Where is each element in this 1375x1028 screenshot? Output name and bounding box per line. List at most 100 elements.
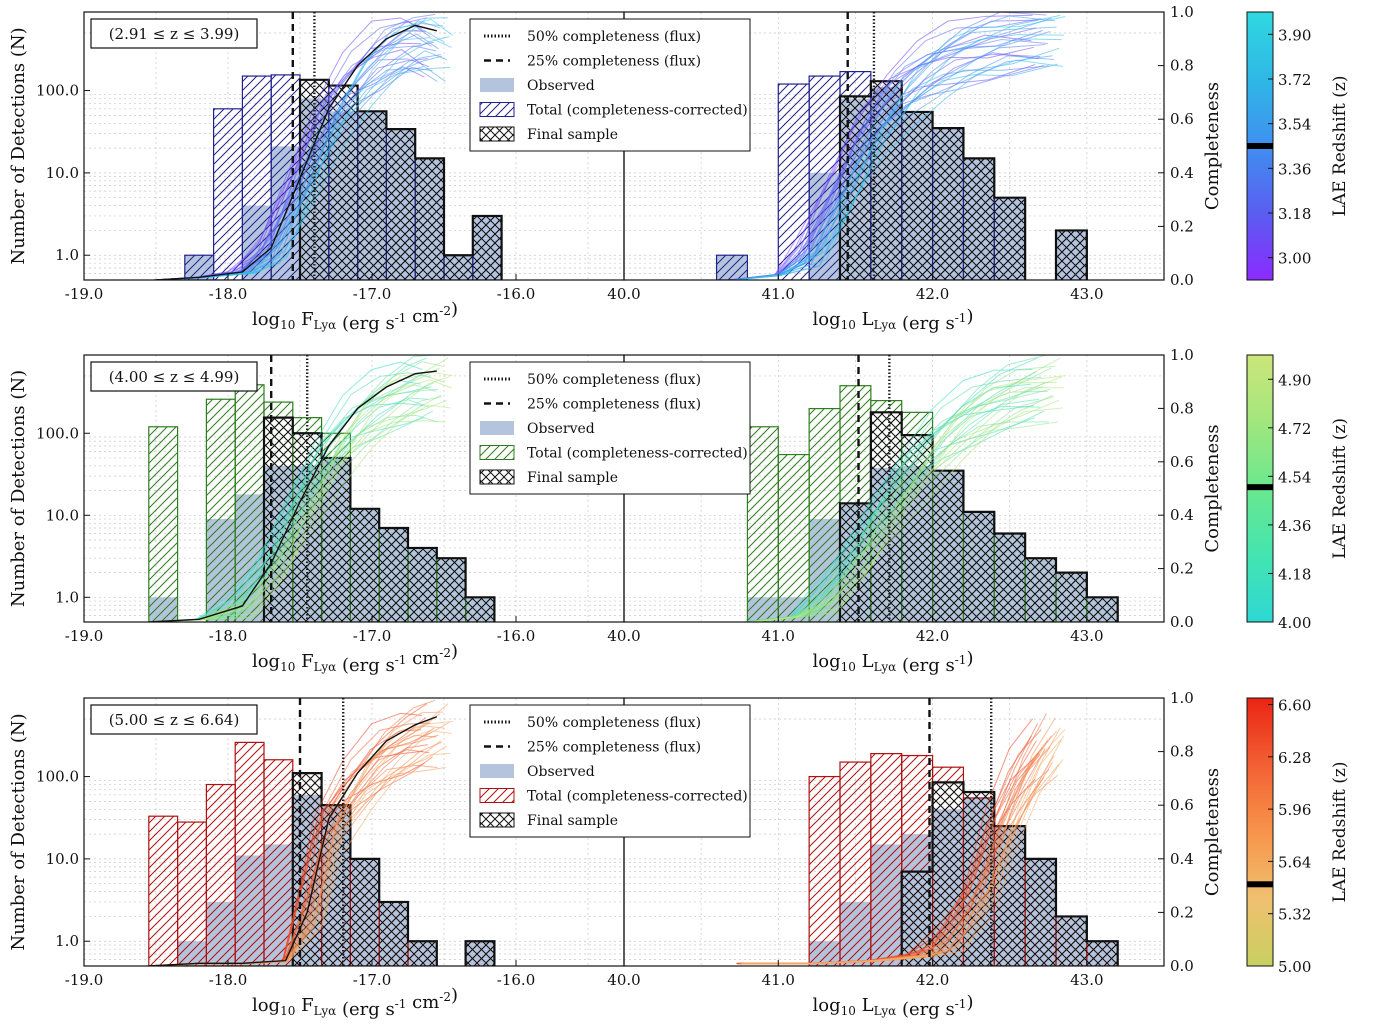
- zrange-frame: [90, 18, 258, 49]
- axis-label-part: (erg s: [336, 999, 394, 1020]
- axis-label-sub: 10: [280, 660, 295, 674]
- y2-tick-label: 0.2: [1170, 903, 1194, 921]
- axis-label-part: cm: [406, 648, 439, 669]
- legend-total-swatch: [479, 102, 515, 117]
- colorbar-tick-label: 3.00: [1278, 250, 1311, 268]
- legend-total-swatch: [479, 788, 515, 803]
- y-axis-label: Number of Detections (N): [8, 27, 29, 264]
- colorbar-tick-label: 6.60: [1278, 697, 1311, 715]
- x-tick-label: -18.0: [209, 971, 247, 989]
- legend-final-swatch: [479, 812, 515, 828]
- final-bar: [932, 128, 964, 280]
- final-outline: [838, 80, 1088, 280]
- completeness-curve: [149, 396, 443, 622]
- completeness-curve: [734, 59, 1063, 280]
- final-bar: [408, 941, 437, 966]
- axis-label-part: Lyα: [874, 660, 897, 674]
- zrange-label: (2.91 ≤ z ≤ 3.99): [109, 25, 240, 43]
- zrange-frame: [90, 361, 258, 392]
- colorbar-tick-label: 4.90: [1278, 371, 1311, 389]
- final-bar: [1056, 572, 1087, 622]
- completeness-curve: [743, 728, 1066, 964]
- legend-label: Observed: [527, 764, 595, 780]
- x-tick-label: 42.0: [916, 627, 949, 645]
- y2-tick-label: 1.0: [1170, 3, 1194, 21]
- x-axis-label-lum: log10 LLyα (erg s-1): [813, 306, 974, 334]
- y-axis-label: Number of Detections (N): [8, 370, 29, 607]
- completeness-curve: [150, 361, 444, 622]
- colorbar-tick-label: 3.36: [1278, 160, 1311, 178]
- x-axis-label-flux: log10 FLyα (erg s-1 cm-2): [252, 299, 458, 334]
- final-bar: [379, 901, 408, 966]
- final-bar: [1086, 597, 1118, 622]
- axis-label-part: -2: [439, 990, 451, 1004]
- total-bar: [234, 741, 265, 966]
- completeness-curve: [734, 47, 1060, 280]
- legend: 50% completeness (flux) 25% completeness …: [469, 361, 751, 495]
- final-outline: [838, 411, 1119, 622]
- colorbar-tick-label: 4.18: [1278, 565, 1311, 583]
- plot-area: [624, 12, 1164, 280]
- zrange-label: (5.00 ≤ z ≤ 6.64): [109, 711, 240, 729]
- colorbar-tick-label: 4.54: [1278, 468, 1311, 486]
- x-tick-label: 43.0: [1070, 627, 1103, 645]
- axis-label-part: ): [966, 306, 973, 327]
- y2-tick-label: 0.4: [1170, 506, 1194, 524]
- axis-label-part: ): [966, 992, 973, 1013]
- completeness-curve: [750, 407, 1063, 622]
- x-tick-label: -16.0: [497, 285, 535, 303]
- legend: 50% completeness (flux) 25% completeness …: [469, 704, 751, 838]
- y2-tick-label: 0.4: [1170, 850, 1194, 868]
- final-bar: [408, 547, 437, 622]
- legend-final-swatch: [479, 126, 515, 142]
- total-bar: [205, 783, 236, 966]
- x-tick-label: -17.0: [353, 627, 391, 645]
- y-axis-label: Number of Detections (N): [8, 713, 29, 950]
- x-tick-label: 42.0: [916, 971, 949, 989]
- legend-label: Total (completeness-corrected): [527, 789, 748, 805]
- axis-label-part: (erg s: [336, 655, 394, 676]
- colorbar-label: LAE Redshift (z): [1330, 762, 1350, 903]
- colorbar-tick-label: 4.00: [1278, 614, 1311, 632]
- final-bar: [901, 435, 933, 622]
- y2-tick-label: 0.0: [1170, 271, 1194, 289]
- axis-label-part: L: [862, 995, 874, 1016]
- completeness-curve: [151, 404, 451, 622]
- axis-label-part: log: [252, 995, 280, 1016]
- legend-frame: [469, 704, 751, 838]
- y-tick-label: 1.0: [55, 932, 79, 950]
- colorbar-tick-label: 4.72: [1278, 420, 1311, 438]
- legend-frame: [469, 18, 751, 152]
- zrange-box: (2.91 ≤ z ≤ 3.99): [90, 18, 258, 49]
- y2-tick-label: 0.0: [1170, 613, 1194, 631]
- axis-label-part: -1: [955, 997, 967, 1011]
- plot-area: [624, 698, 1164, 966]
- axis-label-sub: 10: [841, 318, 856, 332]
- y2-axis-label: Completeness: [1202, 424, 1223, 552]
- x-tick-label: -17.0: [353, 285, 391, 303]
- x-tick-label: -16.0: [497, 971, 535, 989]
- x-axis-label-lum: log10 LLyα (erg s-1): [813, 648, 974, 676]
- subplot-luminosity: 40.0 41.0 42.0 43.0: [607, 697, 1165, 989]
- legend-label: 50% completeness (flux): [527, 372, 701, 388]
- completeness-curve: [728, 14, 1033, 280]
- completeness-curve: [150, 399, 447, 622]
- total-bar: [839, 761, 872, 966]
- completeness-curve: [735, 34, 1065, 280]
- zrange-label: (4.00 ≤ z ≤ 4.99): [109, 368, 240, 386]
- y2-tick-label: 0.6: [1170, 796, 1194, 814]
- completeness-curve: [149, 388, 439, 622]
- subplot-flux: -19.0 -18.0 -17.0 -16.0 1.0 10.0 100.0: [36, 697, 625, 989]
- legend-label: Final sample: [527, 127, 618, 143]
- x-tick-label: 43.0: [1070, 971, 1103, 989]
- final-bar: [1025, 858, 1056, 966]
- plot-area: [84, 355, 624, 622]
- y2-axis-label: Completeness: [1202, 768, 1223, 896]
- axis-label-part: ): [966, 648, 973, 669]
- legend-label: Total (completeness-corrected): [527, 446, 748, 462]
- x-tick-label: 40.0: [607, 971, 640, 989]
- zrange-box: (5.00 ≤ z ≤ 6.64): [90, 704, 258, 735]
- legend-label: 25% completeness (flux): [527, 54, 701, 70]
- axis-label-part: -1: [395, 653, 407, 667]
